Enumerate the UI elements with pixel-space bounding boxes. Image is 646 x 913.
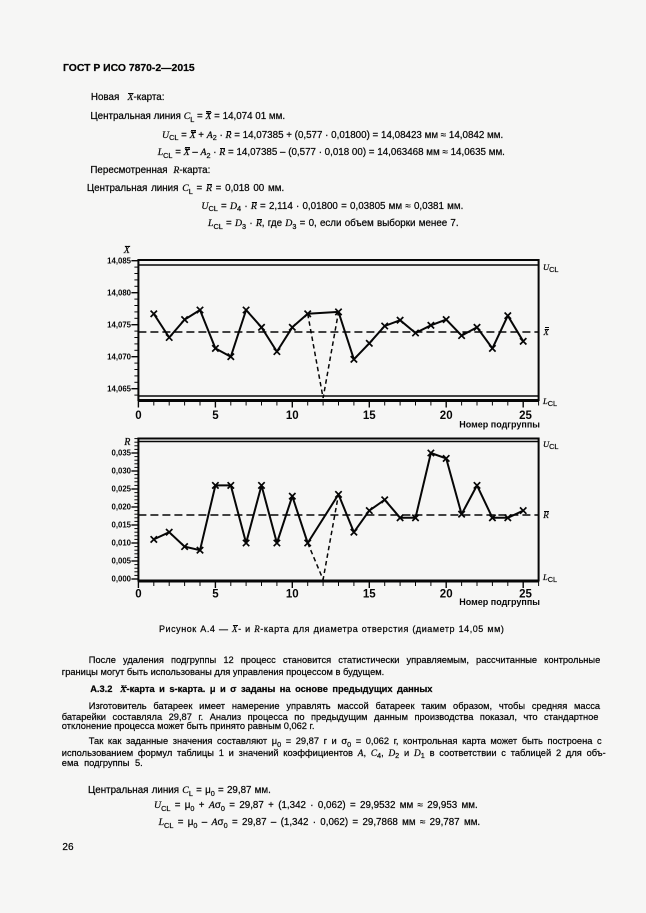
- svg-text:20: 20: [440, 410, 453, 422]
- svg-text:14,085: 14,085: [107, 256, 132, 265]
- svg-text:0,010: 0,010: [111, 539, 131, 548]
- svg-text:0,005: 0,005: [111, 557, 131, 566]
- svg-text:0,025: 0,025: [111, 485, 131, 494]
- svg-text:Номер подгруппы: Номер подгруппы: [459, 420, 540, 430]
- svg-text:14,065: 14,065: [107, 384, 132, 393]
- svg-text:5: 5: [212, 589, 219, 601]
- svg-text:14,080: 14,080: [107, 288, 132, 297]
- svg-text:0: 0: [135, 589, 141, 601]
- svg-text:0,035: 0,035: [111, 449, 131, 458]
- svg-text:15: 15: [363, 410, 376, 422]
- svg-text:15: 15: [363, 589, 376, 601]
- svg-text:0: 0: [135, 410, 141, 422]
- svg-text:10: 10: [286, 410, 299, 422]
- svg-text:25: 25: [519, 589, 532, 601]
- svg-text:10: 10: [286, 589, 299, 601]
- svg-text:14,075: 14,075: [107, 320, 132, 329]
- svg-text:0,015: 0,015: [111, 521, 131, 530]
- svg-text:25: 25: [519, 410, 532, 422]
- svg-text:14,070: 14,070: [107, 352, 132, 361]
- svg-text:20: 20: [440, 589, 453, 601]
- svg-text:0,000: 0,000: [111, 575, 131, 584]
- svg-text:5: 5: [212, 410, 219, 422]
- svg-text:0,020: 0,020: [111, 503, 131, 512]
- svg-text:Номер подгруппы: Номер подгруппы: [459, 597, 540, 607]
- svg-text:0,030: 0,030: [111, 467, 131, 476]
